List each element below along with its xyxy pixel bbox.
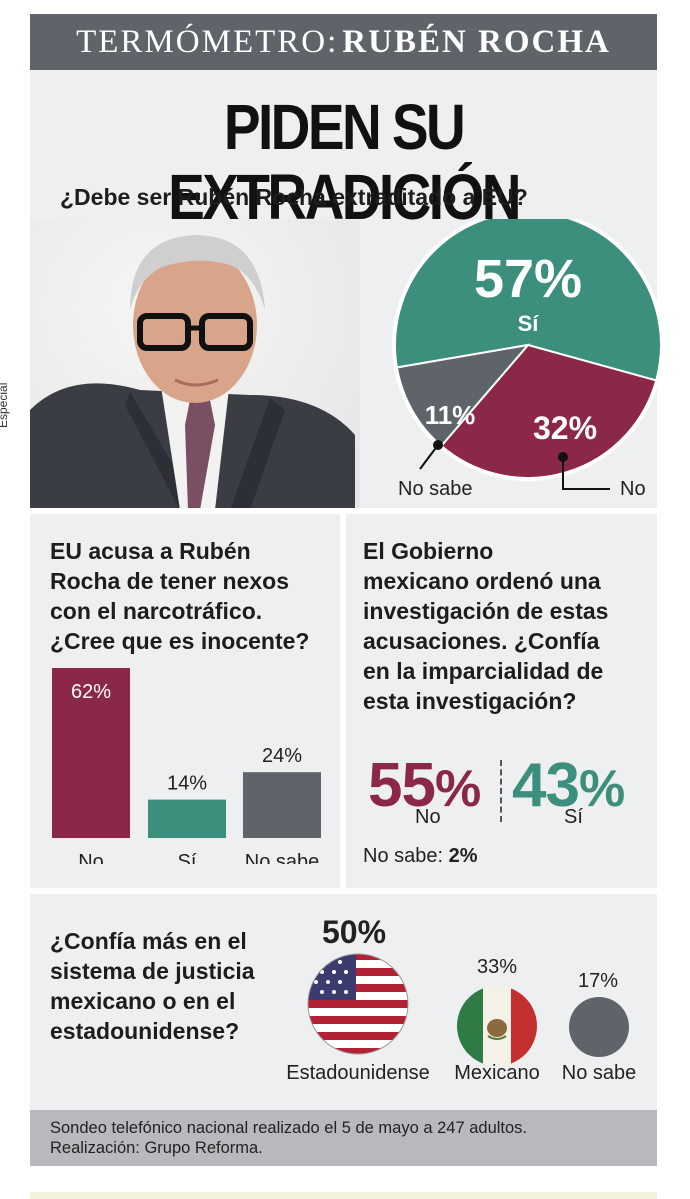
no-percent-unit: %	[434, 760, 481, 818]
header-label: TERMÓMETRO:	[76, 24, 339, 60]
bar-value-label: 24%	[262, 745, 302, 767]
usa-flag-icon	[307, 953, 409, 1055]
trust-question: ¿Confía más en el sistema de justicia me…	[50, 926, 255, 1046]
question-line: con el narcotráfico.	[50, 598, 263, 624]
question-line: en la imparcialidad de	[363, 658, 604, 684]
svg-text:Especial: Especial	[0, 383, 10, 428]
investigation-question: El Gobierno mexicano ordenó una investig…	[363, 536, 608, 716]
footer-line2: Realización: Grupo Reforma.	[50, 1139, 263, 1157]
bar-no-sabe	[243, 772, 321, 838]
question-line: mexicano ordenó una	[363, 568, 601, 594]
dashed-separator	[500, 760, 502, 822]
footer-line1: Sondeo telefónico nacional realizado el …	[50, 1119, 528, 1137]
mexicano-percent: 33%	[476, 956, 518, 978]
mexicano-label: Mexicano	[454, 1062, 540, 1084]
bar-no	[52, 668, 130, 838]
estadounidense-label: Estadounidense	[286, 1062, 430, 1084]
pie-label-si-name: Sí	[518, 311, 540, 336]
bar-sí	[148, 799, 226, 838]
no-sabe-label: No sabe	[561, 1062, 637, 1084]
si-label: Sí	[564, 806, 583, 828]
pie-slice-no	[439, 343, 658, 479]
infographic: TERMÓMETRO: RUBÉN ROCHA PIDEN SU EXTRADI…	[30, 14, 664, 1166]
pie-label-si-value: 57%	[474, 249, 582, 309]
bar-value-label: 14%	[167, 773, 207, 795]
no-percent-number: 55	[368, 751, 436, 820]
pie-label-no-value: 32%	[533, 410, 597, 446]
bar-category-label: Sí	[178, 851, 197, 864]
leader-line-nosabe	[419, 444, 439, 470]
question-line: acusaciones. ¿Confía	[363, 628, 600, 654]
headline: PIDEN SU EXTRADICIÓN	[168, 91, 521, 233]
no-percent: 55%	[368, 750, 481, 821]
pie-callout-no: No	[620, 478, 646, 500]
si-percent: 43%	[512, 750, 625, 821]
bar-category-label: No sabe	[245, 851, 320, 864]
header-name: RUBÉN ROCHA	[342, 24, 611, 60]
pie-callout-nosabe: No sabe	[398, 478, 473, 500]
si-percent-number: 43	[512, 751, 580, 820]
pie-question: ¿Debe ser Rubén Rocha extraditado a EU?	[60, 184, 528, 210]
no-sabe-line: No sabe: 2%	[363, 845, 478, 868]
estadounidense-percent: 50%	[321, 914, 387, 950]
bar-value-label: 62%	[71, 681, 111, 703]
photo-credit: Especial	[0, 360, 10, 430]
divider	[340, 508, 346, 894]
footer: Sondeo telefónico nacional realizado el …	[30, 1110, 657, 1166]
question-line: investigación de estas	[363, 598, 609, 624]
portrait-image	[30, 220, 360, 510]
no-sabe-value: 2%	[448, 845, 478, 867]
gray-circle-icon	[569, 997, 629, 1057]
leader-line-no	[562, 457, 610, 490]
bar-category-label: No	[78, 851, 104, 864]
question-line: Rocha de tener nexos	[50, 568, 290, 594]
no-label: No	[415, 806, 441, 828]
pie-label-nosabe-value: 11%	[425, 400, 476, 430]
no-sabe-label: No sabe:	[363, 845, 444, 867]
divider	[30, 888, 657, 894]
header-bar: TERMÓMETRO: RUBÉN ROCHA	[30, 14, 657, 70]
question-line: estadounidense?	[50, 1018, 240, 1044]
bar-chart: 62% No 14% Sí 24% No sabe	[30, 664, 340, 873]
bar-question: EU acusa a Rubén Rocha de tener nexos co…	[50, 536, 309, 656]
question-line: mexicano o en el	[50, 988, 236, 1014]
question-line: EU acusa a Rubén	[50, 538, 251, 564]
no-sabe-percent: 17%	[577, 970, 619, 992]
mexico-flag-icon	[457, 986, 537, 1066]
question-line: ¿Cree que es inocente?	[50, 628, 310, 654]
question-line: El Gobierno	[363, 538, 494, 564]
question-line: esta investigación?	[363, 688, 577, 714]
pie-chart: 57% Sí 32% 11% No No sabe	[360, 209, 664, 509]
question-line: ¿Confía más en el	[50, 928, 247, 954]
bottom-strip	[30, 1192, 657, 1199]
question-line: sistema de justicia	[50, 958, 255, 984]
si-percent-unit: %	[578, 760, 625, 818]
